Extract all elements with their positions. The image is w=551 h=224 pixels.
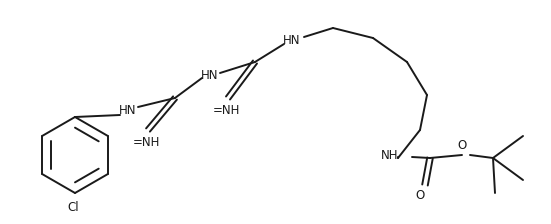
Text: =NH: =NH xyxy=(212,103,240,116)
Text: =NH: =NH xyxy=(132,136,160,149)
Text: HN: HN xyxy=(119,103,137,116)
Text: Cl: Cl xyxy=(67,200,79,213)
Text: HN: HN xyxy=(283,34,301,47)
Text: O: O xyxy=(415,189,425,202)
Text: O: O xyxy=(457,138,467,151)
Text: HN: HN xyxy=(201,69,219,82)
Text: NH: NH xyxy=(381,149,399,162)
